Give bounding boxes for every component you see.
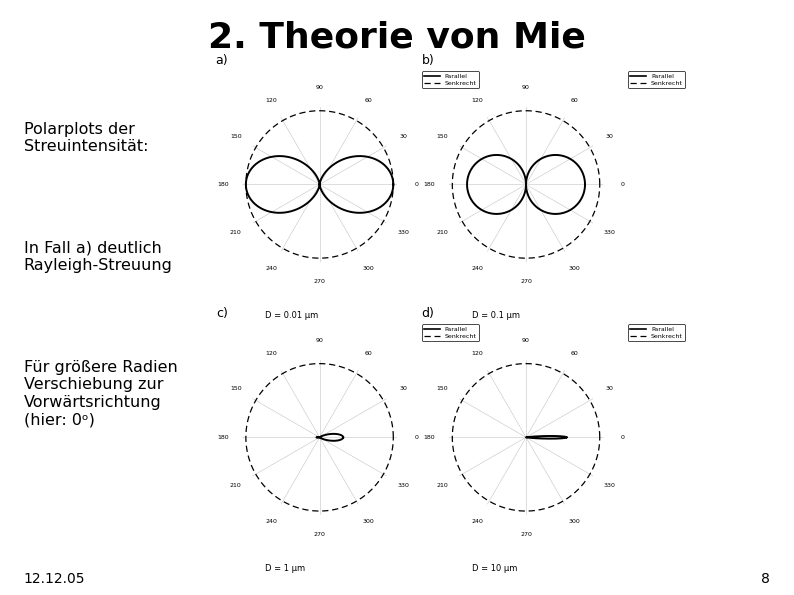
Text: d): d)	[422, 307, 434, 320]
Text: c): c)	[216, 307, 228, 320]
Legend: Parallel, Senkrecht: Parallel, Senkrecht	[628, 71, 685, 89]
Text: 12.12.05: 12.12.05	[24, 572, 85, 586]
Text: D = 0.01 μm: D = 0.01 μm	[265, 311, 318, 320]
Legend: Parallel, Senkrecht: Parallel, Senkrecht	[422, 324, 479, 342]
Legend: Parallel, Senkrecht: Parallel, Senkrecht	[628, 324, 685, 342]
Text: a): a)	[215, 54, 228, 67]
Legend: Parallel, Senkrecht: Parallel, Senkrecht	[422, 71, 479, 89]
Text: b): b)	[422, 54, 434, 67]
Text: D = 10 μm: D = 10 μm	[472, 564, 517, 573]
Text: Für größere Radien
Verschiebung zur
Vorwärtsrichtung
(hier: 0ᵒ): Für größere Radien Verschiebung zur Vorw…	[24, 360, 178, 427]
Text: 2. Theorie von Mie: 2. Theorie von Mie	[208, 21, 586, 55]
Text: In Fall a) deutlich
Rayleigh-Streuung: In Fall a) deutlich Rayleigh-Streuung	[24, 241, 173, 273]
Text: D = 0.1 μm: D = 0.1 μm	[472, 311, 520, 320]
Text: D = 1 μm: D = 1 μm	[265, 564, 306, 573]
Text: Polarplots der
Streuintensität:: Polarplots der Streuintensität:	[24, 122, 148, 154]
Text: 8: 8	[761, 572, 770, 586]
